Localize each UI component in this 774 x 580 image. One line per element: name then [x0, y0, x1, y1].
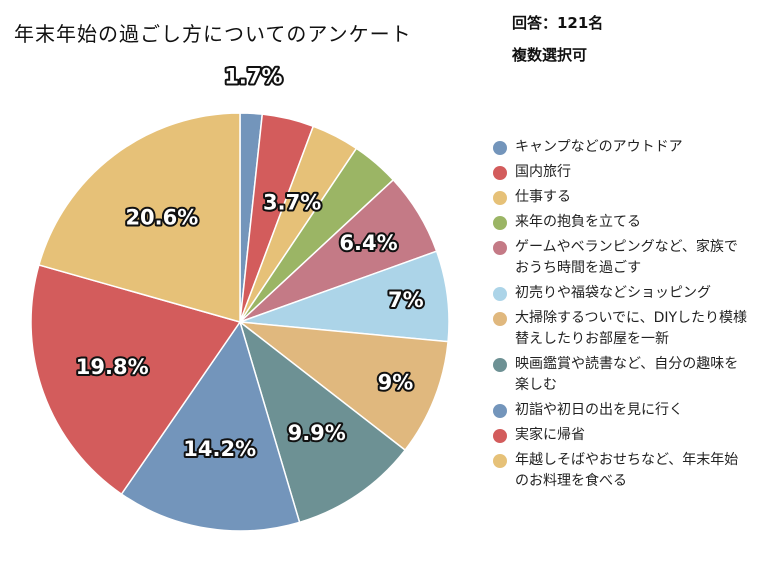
- multiple-choice-note: 複数選択可: [512, 46, 588, 64]
- legend-label: 年越しそばやおせちなど、年末年始のお料理を食べる: [515, 452, 739, 489]
- data-label: 19.8%: [76, 355, 149, 379]
- legend-label: 初売りや福袋などショッピング: [515, 285, 711, 301]
- legend-item: 来年の抱負を立てる: [490, 212, 750, 233]
- legend-swatch: [493, 216, 507, 230]
- legend-item: 映画鑑賞や読書など、自分の趣味を楽しむ: [490, 354, 750, 396]
- pie-slice: [38, 112, 241, 323]
- legend-swatch: [493, 191, 507, 205]
- legend-item: 初詣や初日の出を見に行く: [490, 400, 750, 421]
- legend-swatch: [493, 166, 507, 180]
- legend-item: キャンプなどのアウトドア: [490, 137, 750, 158]
- data-label: 1.7%: [224, 65, 282, 89]
- legend-swatch: [493, 287, 507, 301]
- legend-label: 初詣や初日の出を見に行く: [515, 402, 683, 418]
- data-label: 6.4%: [339, 231, 397, 255]
- legend-label: 国内旅行: [515, 164, 571, 180]
- legend-swatch: [493, 241, 507, 255]
- legend-swatch: [493, 404, 507, 418]
- pie-slice: [120, 320, 301, 532]
- pie-chart: 1.7% 3.7% 6.4% 7% 9% 9.9% 14.2% 19.8% 20.6%: [30, 63, 450, 532]
- legend-swatch: [493, 454, 507, 468]
- data-label: 3.7%: [263, 190, 321, 214]
- legend-swatch: [493, 358, 507, 372]
- legend-item: 初売りや福袋などショッピング: [490, 283, 750, 304]
- data-label: 7%: [388, 288, 424, 312]
- pie-slice: [30, 264, 242, 496]
- pie-slice: [237, 321, 449, 452]
- data-label: 9.9%: [288, 421, 346, 445]
- legend-label: 映画鑑賞や読書など、自分の趣味を楽しむ: [515, 356, 739, 393]
- legend-swatch: [493, 312, 507, 326]
- legend-item: 国内旅行: [490, 162, 750, 183]
- chart-title: 年末年始の過ごし方についてのアンケート: [14, 22, 412, 46]
- legend-item: 大掃除するついでに、DIYしたり模様替えしたりお部屋を一新: [490, 308, 750, 350]
- legend-label: 仕事する: [515, 189, 571, 205]
- legend-label: ゲームやベランピングなど、家族でおうち時間を過ごす: [515, 239, 738, 276]
- legend-label: 実家に帰省: [515, 427, 585, 443]
- legend: キャンプなどのアウトドア 国内旅行仕事する来年の抱負を立てるゲームやベランピングな…: [490, 137, 750, 496]
- pie-slice: [238, 319, 407, 524]
- legend-swatch: [493, 141, 507, 155]
- legend-item: 仕事する: [490, 187, 750, 208]
- legend-item: 年越しそばやおせちなど、年末年始のお料理を食べる: [490, 450, 750, 492]
- legend-item: 実家に帰省: [490, 425, 750, 446]
- data-label: 20.6%: [125, 206, 198, 230]
- legend-label: 大掃除するついでに、DIYしたり模様替えしたりお部屋を一新: [515, 310, 748, 347]
- respondent-count: 回答：121名: [512, 14, 604, 32]
- legend-item: ゲームやベランピングなど、家族でおうち時間を過ごす: [490, 237, 750, 279]
- legend-swatch: [493, 429, 507, 443]
- legend-label: キャンプなどのアウトドア: [515, 139, 683, 155]
- data-label: 9%: [378, 371, 414, 395]
- legend-label: 来年の抱負を立てる: [515, 214, 641, 230]
- data-label: 14.2%: [183, 437, 256, 461]
